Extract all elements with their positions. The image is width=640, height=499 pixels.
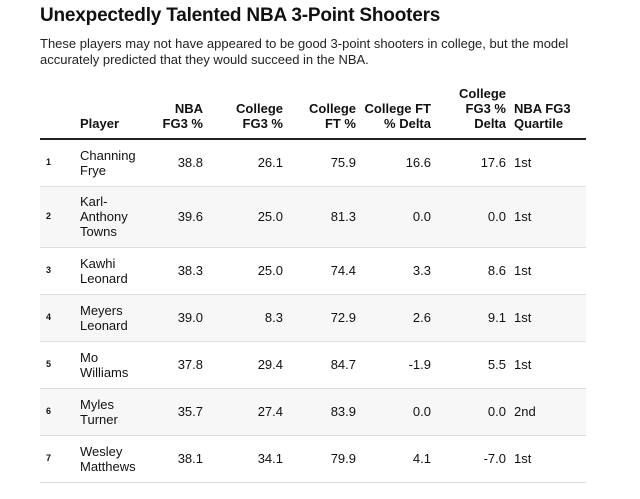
cell-rank: 1	[40, 139, 76, 187]
header-nba-fg3: NBA FG3 %	[152, 86, 207, 140]
table-row: 4 Meyers Leonard 39.0 8.3 72.9 2.6 9.1 1…	[40, 294, 586, 342]
cell-nba-fg3-quartile: 2nd	[510, 388, 586, 436]
cell-college-ft: 75.9	[287, 139, 360, 187]
shooters-table: Player NBA FG3 % College FG3 % College F…	[40, 86, 586, 483]
cell-nba-fg3-quartile: 1st	[510, 186, 586, 248]
header-college-ft-delta: College FT % Delta	[360, 86, 435, 140]
cell-college-ft-delta: 0.0	[360, 388, 435, 436]
cell-college-fg3: 27.4	[207, 388, 287, 436]
cell-college-fg3-delta: 0.0	[435, 186, 510, 248]
cell-college-ft: 79.9	[287, 435, 360, 483]
page: Unexpectedly Talented NBA 3-Point Shoote…	[40, 5, 586, 483]
cell-college-fg3: 8.3	[207, 294, 287, 342]
cell-rank: 7	[40, 435, 76, 483]
cell-rank: 2	[40, 186, 76, 248]
cell-college-ft: 74.4	[287, 247, 360, 295]
cell-college-fg3-delta: 17.6	[435, 139, 510, 187]
cell-nba-fg3: 35.7	[152, 388, 207, 436]
cell-college-fg3: 25.0	[207, 247, 287, 295]
header-nba-fg3-quartile: NBA FG3 Quartile	[510, 86, 586, 140]
cell-rank: 3	[40, 247, 76, 295]
cell-college-fg3: 29.4	[207, 341, 287, 389]
cell-college-fg3-delta: 8.6	[435, 247, 510, 295]
table-row: 2 Karl-Anthony Towns 39.6 25.0 81.3 0.0 …	[40, 186, 586, 248]
page-subtitle: These players may not have appeared to b…	[40, 36, 569, 67]
cell-college-ft-delta: -1.9	[360, 341, 435, 389]
cell-college-fg3-delta: -7.0	[435, 435, 510, 483]
cell-nba-fg3: 39.0	[152, 294, 207, 342]
cell-rank: 4	[40, 294, 76, 342]
table-row: 5 Mo Williams 37.8 29.4 84.7 -1.9 5.5 1s…	[40, 341, 586, 389]
table-row: 1 Channing Frye 38.8 26.1 75.9 16.6 17.6…	[40, 139, 586, 187]
cell-player: Kawhi Leonard	[76, 247, 152, 295]
table-row: 6 Myles Turner 35.7 27.4 83.9 0.0 0.0 2n…	[40, 388, 586, 436]
header-college-fg3: College FG3 %	[207, 86, 287, 140]
cell-college-fg3-delta: 0.0	[435, 388, 510, 436]
cell-nba-fg3-quartile: 1st	[510, 247, 586, 295]
cell-player: Meyers Leonard	[76, 294, 152, 342]
cell-player: Karl-Anthony Towns	[76, 186, 152, 248]
cell-player: Myles Turner	[76, 388, 152, 436]
cell-college-ft-delta: 16.6	[360, 139, 435, 187]
cell-college-ft-delta: 4.1	[360, 435, 435, 483]
cell-college-fg3-delta: 9.1	[435, 294, 510, 342]
table-row: 7 Wesley Matthews 38.1 34.1 79.9 4.1 -7.…	[40, 435, 586, 483]
cell-nba-fg3: 38.3	[152, 247, 207, 295]
cell-college-ft: 72.9	[287, 294, 360, 342]
page-title: Unexpectedly Talented NBA 3-Point Shoote…	[40, 5, 441, 26]
cell-college-ft-delta: 3.3	[360, 247, 435, 295]
cell-nba-fg3-quartile: 1st	[510, 341, 586, 389]
header-rank	[40, 86, 76, 140]
cell-rank: 5	[40, 341, 76, 389]
cell-college-ft-delta: 2.6	[360, 294, 435, 342]
cell-nba-fg3-quartile: 1st	[510, 435, 586, 483]
cell-college-fg3: 25.0	[207, 186, 287, 248]
cell-college-ft-delta: 0.0	[360, 186, 435, 248]
cell-college-ft: 83.9	[287, 388, 360, 436]
cell-nba-fg3-quartile: 1st	[510, 294, 586, 342]
cell-nba-fg3: 38.1	[152, 435, 207, 483]
cell-nba-fg3: 37.8	[152, 341, 207, 389]
cell-player: Wesley Matthews	[76, 435, 152, 483]
cell-nba-fg3: 38.8	[152, 139, 207, 187]
cell-college-ft: 81.3	[287, 186, 360, 248]
table-header-row: Player NBA FG3 % College FG3 % College F…	[40, 86, 586, 140]
cell-college-fg3: 26.1	[207, 139, 287, 187]
cell-rank: 6	[40, 388, 76, 436]
header-player: Player	[76, 86, 152, 140]
cell-college-fg3: 34.1	[207, 435, 287, 483]
cell-college-fg3-delta: 5.5	[435, 341, 510, 389]
cell-nba-fg3: 39.6	[152, 186, 207, 248]
header-college-ft: College FT %	[287, 86, 360, 140]
cell-player: Channing Frye	[76, 139, 152, 187]
cell-player: Mo Williams	[76, 341, 152, 389]
table-row: 3 Kawhi Leonard 38.3 25.0 74.4 3.3 8.6 1…	[40, 247, 586, 295]
header-college-fg3-delta: College FG3 % Delta	[435, 86, 510, 140]
cell-college-ft: 84.7	[287, 341, 360, 389]
cell-nba-fg3-quartile: 1st	[510, 139, 586, 187]
